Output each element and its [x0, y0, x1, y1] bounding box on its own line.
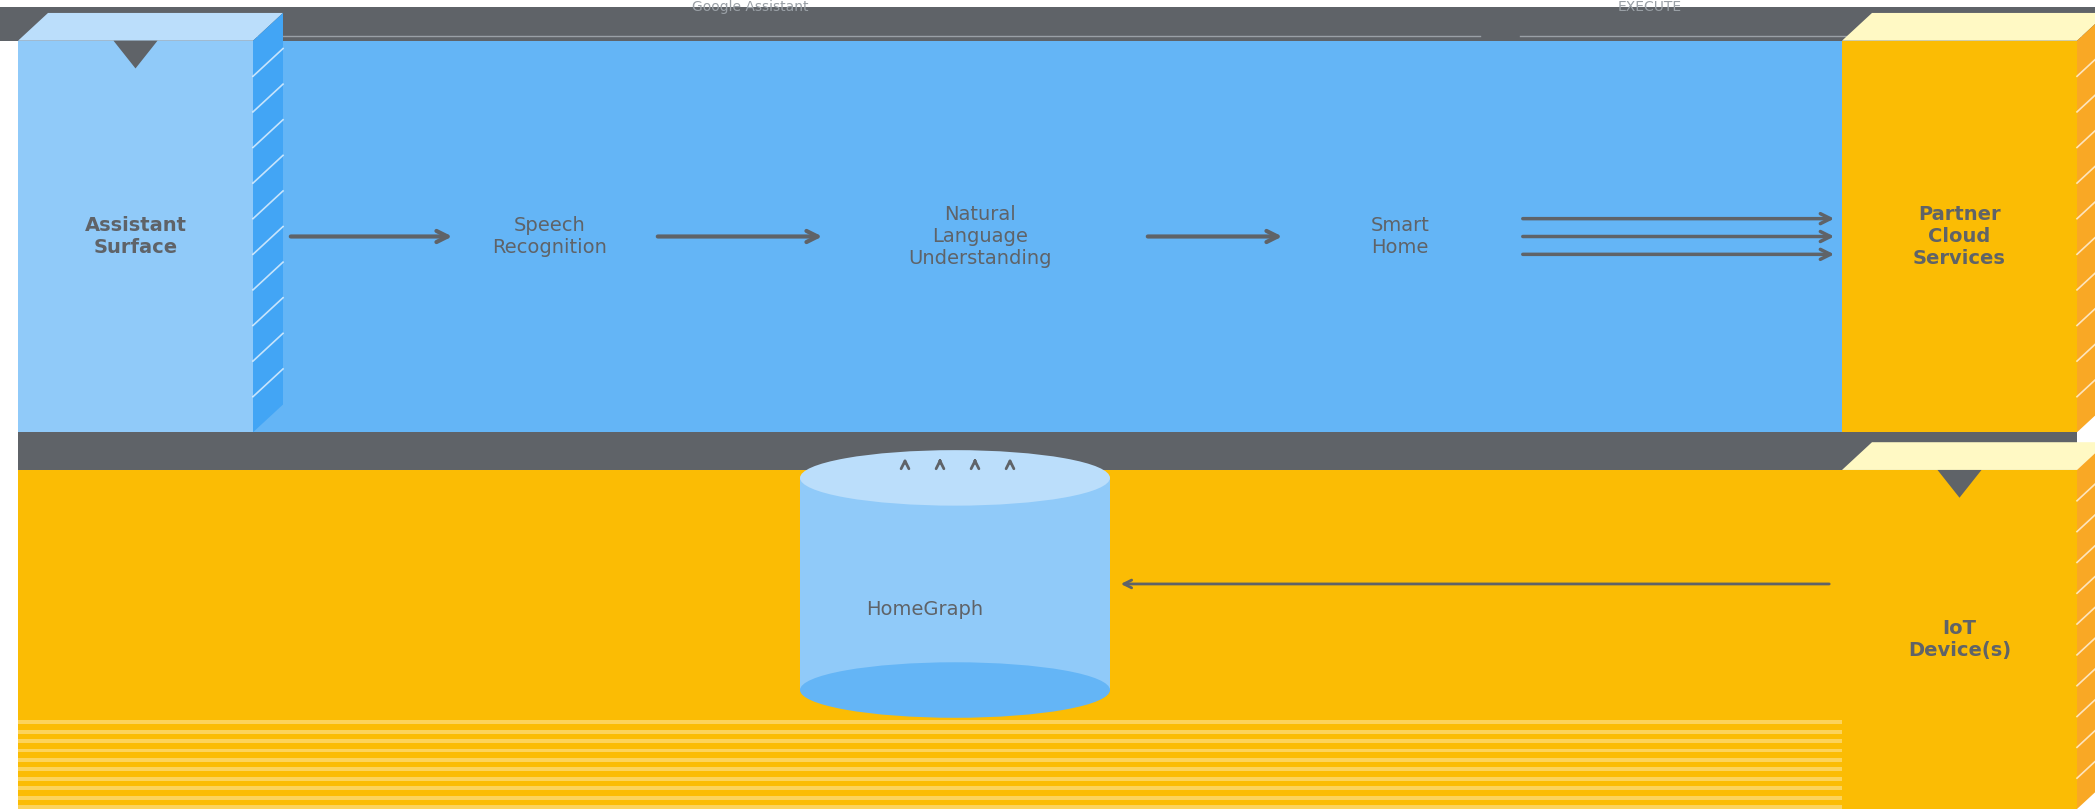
Bar — [1842, 40, 2076, 432]
Bar — [19, 432, 2076, 470]
Bar — [19, 768, 2076, 771]
Text: HomeGraph: HomeGraph — [867, 600, 983, 619]
Bar — [1842, 470, 2076, 809]
Polygon shape — [19, 13, 283, 40]
Text: Partner
Cloud
Services: Partner Cloud Services — [1913, 205, 2005, 268]
Ellipse shape — [800, 663, 1110, 718]
Polygon shape — [2076, 13, 2095, 432]
Text: IoT
Device(s): IoT Device(s) — [1909, 619, 2011, 660]
Text: Smart
Home: Smart Home — [1370, 216, 1429, 257]
Bar — [19, 739, 2076, 743]
Polygon shape — [253, 13, 283, 432]
Polygon shape — [2076, 443, 2095, 809]
Bar — [19, 777, 2076, 781]
Bar — [19, 786, 2076, 790]
Bar — [19, 40, 2076, 432]
Bar — [0, 0, 2095, 40]
Bar — [19, 40, 253, 432]
Bar — [19, 795, 2076, 799]
Polygon shape — [113, 40, 157, 69]
Bar — [19, 720, 2076, 724]
Polygon shape — [1938, 470, 1982, 498]
Text: Google Assistant: Google Assistant — [691, 0, 809, 14]
Bar — [19, 470, 2076, 809]
Text: Natural
Language
Understanding: Natural Language Understanding — [909, 205, 1052, 268]
Text: Assistant
Surface: Assistant Surface — [84, 216, 186, 257]
Bar — [800, 478, 1110, 690]
Text: Speech
Recognition: Speech Recognition — [492, 216, 608, 257]
Ellipse shape — [800, 450, 1110, 506]
Text: EXECUTE: EXECUTE — [1617, 0, 1682, 14]
Bar — [19, 805, 2076, 809]
Polygon shape — [1842, 13, 2095, 40]
Bar — [19, 730, 2076, 734]
Polygon shape — [1842, 443, 2095, 470]
Bar — [19, 758, 2076, 762]
Bar — [19, 748, 2076, 752]
